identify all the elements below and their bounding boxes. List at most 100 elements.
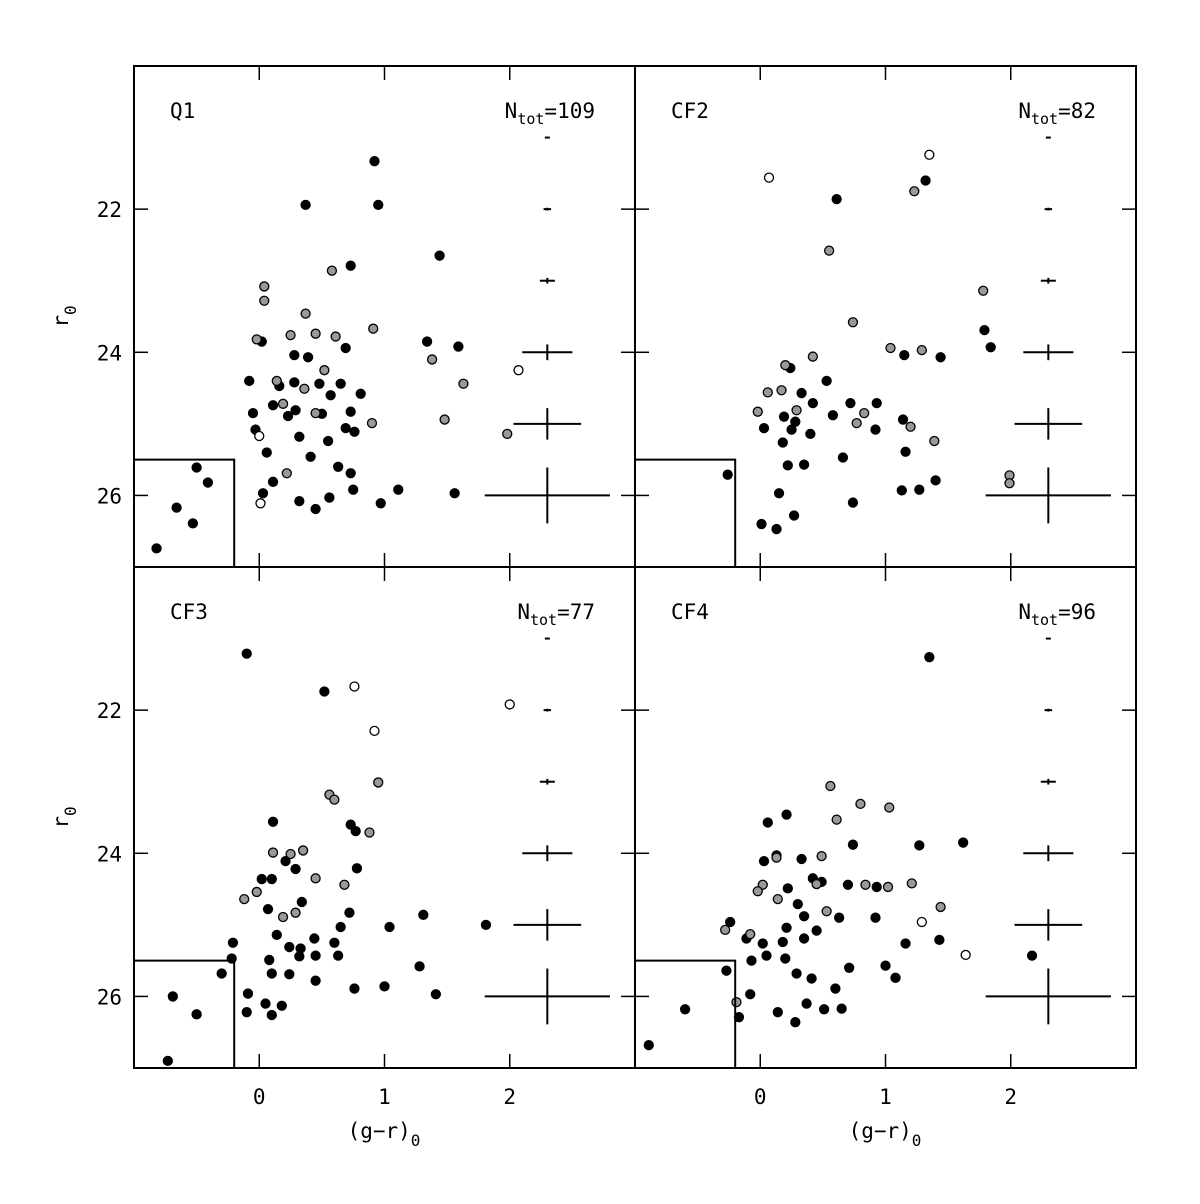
data-point xyxy=(285,848,296,860)
x-tick-label: 0 xyxy=(754,1085,767,1109)
data-point xyxy=(643,1039,654,1051)
data-point xyxy=(914,840,925,851)
data-point xyxy=(259,295,270,306)
x-label-subscript: 0 xyxy=(411,1131,421,1150)
data-point xyxy=(299,383,310,394)
plot-area xyxy=(151,156,524,554)
y-axis-label: r0 xyxy=(49,806,80,828)
data-point xyxy=(300,308,311,319)
data-point xyxy=(502,428,513,440)
x-axis-label: (g−r)0 xyxy=(348,1119,421,1150)
data-point xyxy=(788,510,800,521)
data-point xyxy=(290,907,301,918)
data-point xyxy=(811,878,822,890)
data-point xyxy=(791,968,802,979)
n-symbol: N xyxy=(505,99,518,123)
data-point xyxy=(284,969,295,980)
data-point xyxy=(379,981,390,992)
data-point xyxy=(916,916,927,928)
data-point xyxy=(171,502,182,513)
data-point xyxy=(290,863,301,875)
data-point xyxy=(900,446,911,457)
data-point xyxy=(871,881,882,893)
data-point xyxy=(1026,950,1038,961)
panel-title: CF3 xyxy=(170,600,208,624)
n-total: Ntot=82 xyxy=(1018,99,1096,128)
data-point xyxy=(924,652,935,663)
data-point xyxy=(818,1004,830,1015)
data-point xyxy=(776,385,787,396)
data-point xyxy=(777,936,788,948)
data-point xyxy=(914,484,925,495)
data-point xyxy=(906,878,917,889)
data-point xyxy=(430,989,442,1000)
data-point xyxy=(262,903,274,915)
data-point xyxy=(781,809,792,820)
n-symbol: N xyxy=(517,600,530,624)
data-point xyxy=(264,954,275,966)
data-point xyxy=(330,331,341,342)
data-point xyxy=(780,360,791,371)
data-point xyxy=(421,336,433,347)
data-point xyxy=(309,933,320,944)
data-point xyxy=(414,961,425,972)
data-point xyxy=(241,648,252,659)
data-point xyxy=(244,375,255,387)
y-tick-label: 24 xyxy=(97,341,122,365)
data-point xyxy=(351,863,363,874)
data-point xyxy=(239,893,250,905)
data-point xyxy=(344,907,355,918)
data-point xyxy=(934,934,945,946)
data-point xyxy=(366,417,378,429)
data-point xyxy=(266,1009,277,1021)
selection-box xyxy=(134,458,236,567)
data-point xyxy=(257,488,269,499)
data-point xyxy=(834,912,845,923)
data-point xyxy=(752,406,763,417)
data-point xyxy=(896,485,907,496)
data-point xyxy=(978,285,989,296)
x-axis-label: (g−r)0 xyxy=(849,1119,922,1150)
data-point xyxy=(310,950,321,961)
data-point xyxy=(796,853,807,865)
n-symbol: N xyxy=(1018,600,1031,624)
data-point xyxy=(426,354,438,365)
data-point xyxy=(771,852,782,863)
data-point xyxy=(773,488,785,499)
data-point xyxy=(335,921,346,933)
data-point xyxy=(851,417,862,429)
y-tick-label: 24 xyxy=(97,842,122,866)
data-point xyxy=(757,938,768,949)
selection-box xyxy=(134,959,236,1068)
data-point xyxy=(310,407,321,419)
data-point xyxy=(790,1017,801,1028)
data-point xyxy=(324,492,335,503)
data-point xyxy=(285,329,296,341)
data-point xyxy=(302,352,314,363)
data-point xyxy=(256,873,267,885)
data-point xyxy=(242,988,254,999)
data-point xyxy=(929,435,940,447)
data-point xyxy=(384,921,395,933)
data-point xyxy=(305,451,316,462)
n-subscript: tot xyxy=(517,110,544,128)
data-point xyxy=(847,497,859,508)
data-point xyxy=(355,388,366,399)
data-point xyxy=(842,879,854,890)
data-point xyxy=(504,699,515,710)
data-point xyxy=(290,405,301,416)
data-point xyxy=(935,901,946,913)
data-point xyxy=(373,777,384,788)
panel-frame xyxy=(133,566,636,1069)
data-point xyxy=(216,968,227,979)
data-point xyxy=(319,365,330,376)
data-point xyxy=(187,518,199,529)
data-point xyxy=(855,798,866,810)
data-point xyxy=(319,686,330,697)
data-point xyxy=(756,518,767,530)
data-point xyxy=(349,983,360,994)
data-point xyxy=(345,260,356,271)
panel-title: Q1 xyxy=(170,99,195,123)
data-point xyxy=(935,352,946,363)
